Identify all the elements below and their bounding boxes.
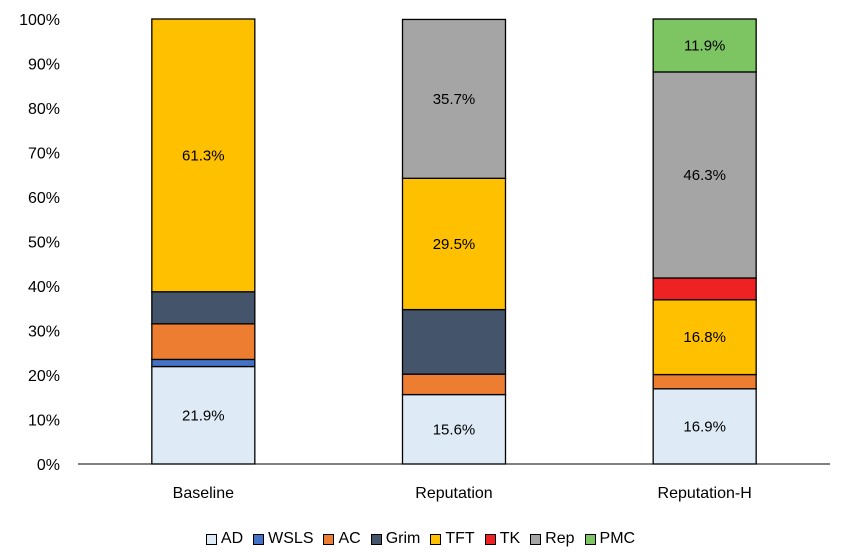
data-label: 15.6% <box>433 421 476 438</box>
legend-item-tk: TK <box>484 530 521 548</box>
bar-segment-grim <box>151 291 256 325</box>
legend-item-grim: Grim <box>370 530 421 548</box>
legend-item-ac: AC <box>323 530 361 548</box>
legend-label: AD <box>220 530 244 547</box>
legend-swatch <box>205 533 217 545</box>
data-label: 61.3% <box>182 147 225 164</box>
data-label: 16.8% <box>683 329 726 346</box>
bar-segment-ad <box>151 365 256 465</box>
legend-swatch <box>253 533 265 545</box>
legend-label: AC <box>338 530 361 547</box>
legend-label: TK <box>499 530 521 547</box>
legend-label: TFT <box>445 530 475 547</box>
bar-segment-ac <box>151 323 256 361</box>
stacked-bar-chart: 0% 10% 20% 30% 40% 50% 60% 70% 80% 90% 100% 21.9% 61… <box>19 12 830 502</box>
data-label: 11.9% <box>684 37 725 54</box>
bar-segment-tk <box>652 277 757 301</box>
legend-item-tft: TFT <box>430 530 475 548</box>
data-label: 46.3% <box>683 167 726 184</box>
bar-segment-tft <box>151 18 256 293</box>
bar-segment-pmc <box>652 18 757 73</box>
legend-item-pmc: PMC <box>584 530 636 548</box>
y-tick-label: 0% <box>37 457 60 474</box>
y-tick-label: 80% <box>28 101 60 118</box>
bar-segment-tft <box>401 177 507 311</box>
data-label: 21.9% <box>182 407 225 424</box>
y-tick-label: 100% <box>19 12 60 29</box>
legend-swatch <box>323 533 335 545</box>
data-label: 35.7% <box>433 91 476 108</box>
legend-item-wsls: WSLS <box>253 530 313 548</box>
legend-label: PMC <box>599 530 636 547</box>
y-tick-label: 30% <box>28 324 60 341</box>
legend-item-ad: AD <box>205 530 244 548</box>
x-tick-label: Reputation-H <box>658 485 752 502</box>
bar-segment-tft <box>652 299 757 376</box>
bar-segment-ac <box>401 373 507 396</box>
data-label: 16.9% <box>683 418 726 435</box>
legend-swatch <box>430 533 442 545</box>
x-tick-label: Reputation <box>415 485 492 502</box>
bar-segment-grim <box>401 308 507 375</box>
x-tick-label: Baseline <box>173 485 234 502</box>
y-tick-label: 70% <box>28 146 60 163</box>
bar-segment-ad <box>652 388 757 465</box>
bar-segment-rep <box>652 71 757 279</box>
chart-legend: AD WSLS AC Grim TFT TK Rep PMC <box>0 528 841 550</box>
legend-label: WSLS <box>268 530 314 547</box>
legend-swatch <box>484 533 496 545</box>
y-tick-label: 50% <box>28 235 60 252</box>
y-tick-label: 40% <box>28 279 60 296</box>
data-label: 29.5% <box>433 236 476 253</box>
legend-label: Grim <box>385 530 421 547</box>
bar-segment-ac <box>652 373 757 390</box>
legend-swatch <box>584 533 596 545</box>
y-tick-label: 90% <box>28 57 60 74</box>
y-tick-label: 60% <box>28 190 60 207</box>
legend-swatch <box>370 533 382 545</box>
y-tick-label: 10% <box>28 413 60 430</box>
bar-segment-rep <box>401 18 507 179</box>
legend-item-rep: Rep <box>530 530 575 548</box>
legend-label: Rep <box>545 530 575 547</box>
y-tick-label: 20% <box>28 368 60 385</box>
legend-swatch <box>530 533 542 545</box>
bar-segment-wsls <box>151 358 256 368</box>
